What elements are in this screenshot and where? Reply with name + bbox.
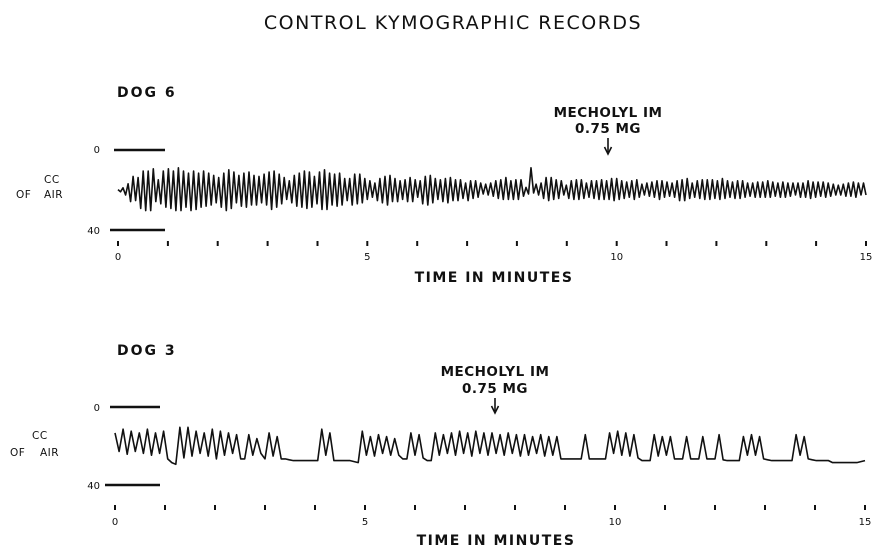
y-label-of: OF [10, 447, 25, 459]
annotation-dose: 0.75 MG [462, 381, 528, 397]
panel-title: DOG 6 [117, 85, 177, 101]
panel-dog-6: DOG 6 MECHOLYL IM 0.75 MG 0 40 CC OF AIR… [16, 85, 872, 286]
x-tick-marks [114, 505, 866, 510]
y-label-of: OF [16, 189, 31, 201]
annotation-arrow-icon [490, 398, 500, 415]
y-label-unit: CC [44, 174, 60, 186]
x-tick-marks [117, 241, 867, 246]
x-tick-label-0: 0 [112, 517, 118, 528]
annotation-drug: MECHOLYL IM [554, 105, 663, 121]
figure-title: CONTROL KYMOGRAPHIC RECORDS [264, 12, 642, 34]
panel-dog-3: DOG 3 MECHOLYL IM 0.75 MG 0 40 CC OF AIR… [10, 343, 871, 548]
y-tick-label-0: 0 [94, 403, 100, 414]
y-tick-label-0: 0 [94, 145, 100, 156]
x-axis-label: TIME IN MINUTES [415, 270, 574, 286]
y-label-unit: CC [32, 430, 48, 442]
y-label-air: AIR [40, 447, 59, 459]
y-tick-label-40: 40 [87, 481, 100, 492]
x-tick-label-15: 15 [859, 517, 872, 528]
respiration-trace [117, 167, 867, 212]
annotation-drug: MECHOLYL IM [441, 364, 550, 380]
x-tick-label-10: 10 [610, 252, 623, 263]
annotation-arrow-icon [603, 138, 613, 156]
x-tick-label-5: 5 [364, 252, 370, 263]
respiration-trace [114, 426, 866, 466]
x-tick-labels: 0 5 10 15 [115, 252, 873, 263]
x-tick-label-5: 5 [362, 517, 368, 528]
x-tick-label-15: 15 [860, 252, 873, 263]
y-tick-label-40: 40 [87, 226, 100, 237]
x-axis-label: TIME IN MINUTES [417, 533, 576, 548]
x-tick-label-10: 10 [609, 517, 622, 528]
panel-title: DOG 3 [117, 343, 177, 359]
x-tick-label-0: 0 [115, 252, 121, 263]
x-tick-labels: 0 5 10 15 [112, 517, 872, 528]
annotation-dose: 0.75 MG [575, 121, 641, 137]
y-label-air: AIR [44, 189, 63, 201]
